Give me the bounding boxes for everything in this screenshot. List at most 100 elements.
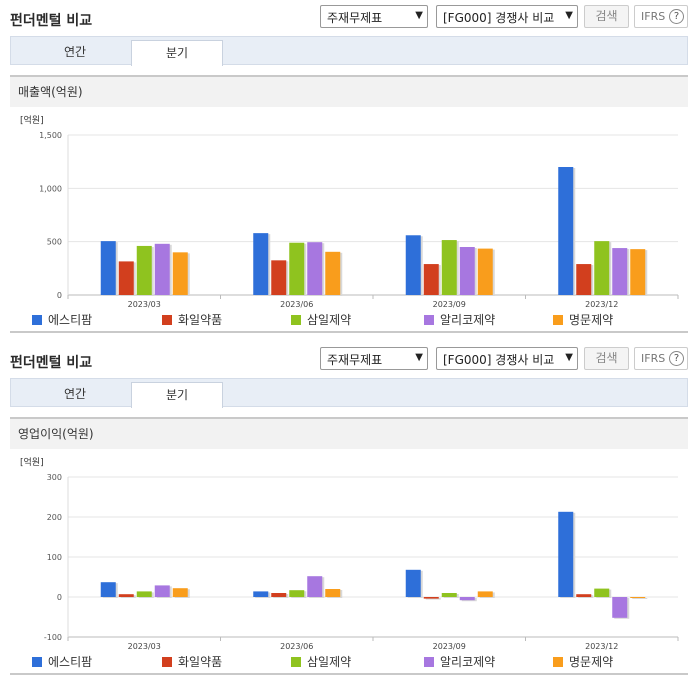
x-tick-label: 2023/09 (433, 300, 466, 309)
bar (405, 235, 421, 295)
bar (154, 243, 170, 295)
legend-item[interactable]: 에스티팜 (32, 653, 92, 670)
bar (118, 594, 134, 597)
comparison-group-value: [FG000] 경쟁사 비교 (443, 353, 555, 367)
bar (558, 511, 574, 597)
bar (307, 242, 323, 295)
section-title: 펀더멘털 비교 (10, 13, 93, 29)
legend-item[interactable]: 화일약품 (162, 653, 222, 670)
chart-legend: 에스티팜 화일약품 삼일제약 알리코제약 명문제약 (10, 311, 688, 329)
legend-item[interactable]: 삼일제약 (291, 653, 351, 670)
search-button[interactable]: 검색 (584, 5, 629, 28)
section-title: 펀더멘털 비교 (10, 355, 93, 371)
fundamental-section-revenue: 펀더멘털 비교 주재무제표 ▼ [FG000] 경쟁사 비교 ▼ 검색 IFRS? … (10, 5, 688, 333)
tab-quarterly[interactable]: 분기 (131, 382, 223, 408)
chart-title: 영업이익(억원) (10, 419, 688, 449)
tab-annual[interactable]: 연간 (63, 45, 87, 59)
bar (172, 588, 188, 597)
period-tabs: 연간 분기 (10, 378, 688, 408)
legend-label: 알리코제약 (440, 655, 496, 669)
bar (576, 594, 592, 597)
legend-label: 화일약품 (178, 655, 223, 669)
legend-label: 알리코제약 (440, 313, 496, 327)
bar (154, 585, 170, 597)
bar (630, 249, 646, 295)
legend-swatch (291, 315, 301, 325)
y-tick-label: 1,500 (39, 131, 62, 140)
bar (459, 247, 475, 295)
bar (253, 591, 269, 597)
bar (325, 589, 341, 597)
y-unit-label: [억원] (20, 456, 44, 468)
tab-annual[interactable]: 연간 (63, 387, 87, 401)
y-tick-label: 1,000 (39, 184, 62, 193)
comparison-group-select[interactable]: [FG000] 경쟁사 비교 ▼ (436, 347, 578, 370)
legend-swatch (424, 657, 434, 667)
legend-item[interactable]: 명문제약 (553, 311, 613, 328)
legend-label: 명문제약 (569, 655, 614, 669)
legend-swatch (162, 315, 172, 325)
chevron-down-icon: ▼ (565, 10, 573, 21)
y-tick-label: -100 (44, 633, 62, 642)
bar (136, 591, 152, 597)
bar-shadow (425, 598, 441, 600)
bar (405, 569, 421, 597)
bar (253, 233, 269, 295)
chart-title: 매출액(억원) (10, 77, 688, 107)
y-tick-label: 200 (47, 513, 62, 522)
bar (630, 597, 646, 598)
bar (136, 245, 152, 295)
legend-item[interactable]: 화일약품 (162, 311, 222, 328)
tab-quarterly[interactable]: 분기 (131, 40, 223, 66)
search-button[interactable]: 검색 (584, 347, 629, 370)
legend-swatch (32, 315, 42, 325)
bar (441, 240, 457, 295)
bar (100, 582, 116, 597)
help-icon[interactable]: ? (669, 351, 684, 366)
y-tick-label: 0 (57, 593, 62, 602)
legend-item[interactable]: 삼일제약 (291, 311, 351, 328)
statement-type-value: 주재무제표 (327, 11, 383, 25)
ifrs-label: IFRS (641, 352, 666, 365)
x-tick-label: 2023/06 (280, 300, 313, 309)
bar (100, 241, 116, 295)
legend-swatch (424, 315, 434, 325)
legend-swatch (291, 657, 301, 667)
legend-label: 화일약품 (178, 313, 223, 327)
legend-label: 삼일제약 (307, 655, 352, 669)
ifrs-label: IFRS (641, 10, 666, 23)
y-tick-label: 100 (47, 553, 62, 562)
x-tick-label: 2023/06 (280, 642, 313, 651)
comparison-group-select[interactable]: [FG000] 경쟁사 비교 ▼ (436, 5, 578, 28)
bar (594, 241, 610, 295)
legend-item[interactable]: 알리코제약 (424, 311, 495, 328)
bar (271, 593, 287, 597)
y-unit-label: [억원] (20, 114, 44, 126)
chevron-down-icon: ▼ (415, 10, 423, 21)
legend-swatch (162, 657, 172, 667)
legend-swatch (32, 657, 42, 667)
legend-swatch (553, 657, 563, 667)
y-tick-label: 300 (47, 473, 62, 482)
bar (576, 264, 592, 295)
legend-item[interactable]: 명문제약 (553, 653, 613, 670)
bar (423, 264, 439, 295)
statement-type-select[interactable]: 주재무제표 ▼ (320, 347, 428, 370)
x-tick-label: 2023/03 (128, 642, 161, 651)
chart-legend: 에스티팜 화일약품 삼일제약 알리코제약 명문제약 (10, 653, 688, 671)
ifrs-toggle[interactable]: IFRS? (634, 347, 688, 370)
legend-label: 명문제약 (569, 313, 614, 327)
bar (594, 588, 610, 597)
bar (612, 248, 628, 295)
bar (325, 251, 341, 295)
x-tick-label: 2023/12 (585, 300, 618, 309)
bar (271, 260, 287, 295)
x-tick-label: 2023/03 (128, 300, 161, 309)
help-icon[interactable]: ? (669, 9, 684, 24)
statement-type-select[interactable]: 주재무제표 ▼ (320, 5, 428, 28)
legend-swatch (553, 315, 563, 325)
legend-item[interactable]: 알리코제약 (424, 653, 495, 670)
legend-item[interactable]: 에스티팜 (32, 311, 92, 328)
ifrs-toggle[interactable]: IFRS? (634, 5, 688, 28)
bar (558, 167, 574, 295)
